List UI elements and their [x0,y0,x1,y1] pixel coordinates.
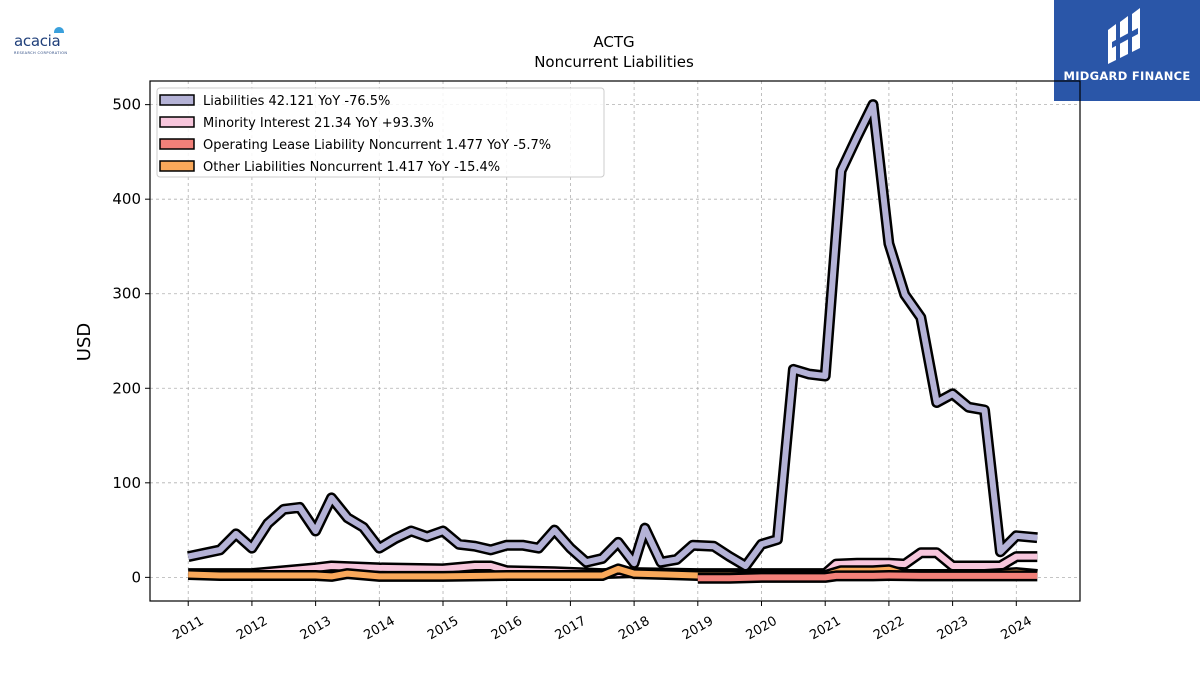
acacia-logo-subtext: RESEARCH CORPORATION [14,51,68,55]
midgard-finance-logo: MIDGARD FINANCE [1054,0,1200,101]
y-tick-label: 100 [112,474,141,492]
y-tick-label: 200 [112,379,141,397]
legend-swatch [159,138,195,150]
chart-subtitle: Noncurrent Liabilities [534,53,694,71]
x-tick-label: 2023 [935,614,971,644]
y-tick-label: 300 [112,285,141,303]
x-tick-label: 2016 [489,614,525,644]
legend-label: Operating Lease Liability Noncurrent 1.4… [203,138,551,153]
chart-title: ACTG [593,33,634,51]
y-tick-label: 500 [112,96,141,114]
legend-swatch [159,160,195,172]
midgard-logo-icon [1108,8,1140,64]
y-tick-label: 0 [131,568,141,586]
legend-swatch [159,116,195,128]
x-tick-label: 2020 [744,614,780,644]
series-band [697,572,1038,582]
x-tick-label: 2022 [871,614,907,644]
series-band [187,101,1038,569]
series-liabilities [187,99,1038,572]
y-axis-label: USD [74,323,95,361]
x-tick-label: 2021 [807,614,843,644]
y-tick-label: 400 [112,190,141,208]
plot-frame [149,80,1081,602]
legend-box [156,87,605,178]
acacia-logo-text: acacia [14,32,61,50]
x-tick-label: 2024 [998,614,1034,644]
series-areas [187,99,1038,584]
legend: Liabilities 42.121 YoY -76.5% Minority In… [156,87,605,178]
acacia-logo-mark [54,27,64,33]
x-tick-label: 2014 [361,614,397,644]
x-tick-label: 2015 [425,614,461,644]
x-tick-label: 2011 [170,614,206,644]
legend-label: Other Liabilities Noncurrent 1.417 YoY -… [203,160,500,175]
legend-swatch [159,94,195,106]
x-tick-label: 2013 [298,614,334,644]
acacia-logo: acacia RESEARCH CORPORATION [14,26,78,58]
series-operating-lease-liability-noncurrent [697,570,1038,584]
x-tick-label: 2017 [553,614,589,644]
x-tick-label: 2018 [616,614,652,644]
x-tick-label: 2012 [234,614,270,644]
legend-label: Minority Interest 21.34 YoY +93.3% [203,116,434,131]
legend-label: Liabilities 42.121 YoY -76.5% [203,94,390,109]
midgard-logo-text: MIDGARD FINANCE [1063,69,1191,83]
x-tick-label: 2019 [680,614,716,644]
